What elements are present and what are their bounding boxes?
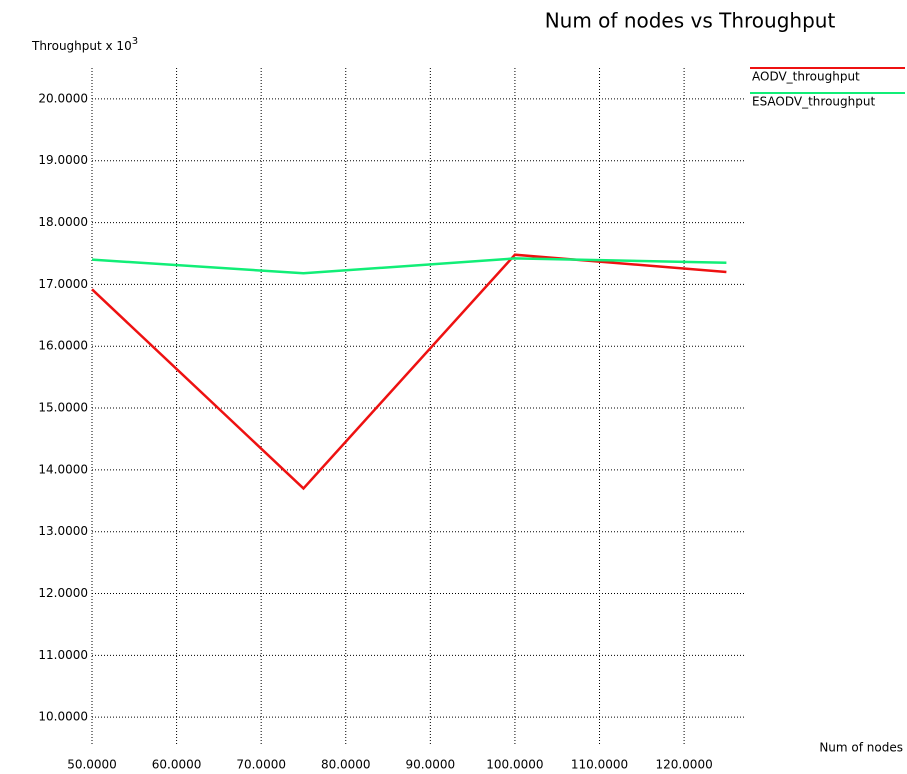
y-tick-label: 16.0000	[38, 339, 88, 353]
y-label-exponent: 3	[132, 36, 138, 47]
x-tick-label: 120.0000	[655, 758, 712, 772]
x-tick-label: 110.0000	[571, 758, 628, 772]
y-label-text: Throughput x 10	[31, 39, 132, 53]
x-tick-label: 90.0000	[406, 758, 456, 772]
y-tick-label: 18.0000	[38, 215, 88, 229]
y-tick-label: 12.0000	[38, 586, 88, 600]
y-tick-label: 20.0000	[38, 91, 88, 105]
y-tick-label: 10.0000	[38, 710, 88, 724]
y-tick-label: 14.0000	[38, 462, 88, 476]
chart-title: Num of nodes vs Throughput	[545, 9, 836, 33]
x-tick-label: 50.0000	[67, 758, 117, 772]
y-tick-label: 17.0000	[38, 277, 88, 291]
y-tick-label: 11.0000	[38, 648, 88, 662]
legend-label: ESAODV_throughput	[752, 95, 875, 109]
y-axis-label: Throughput x 103	[31, 36, 138, 53]
y-tick-label: 15.0000	[38, 401, 88, 415]
x-tick-label: 80.0000	[321, 758, 371, 772]
x-tick-label: 100.0000	[486, 758, 543, 772]
series-line	[91, 253, 727, 491]
y-tick-label: 19.0000	[38, 153, 88, 167]
y-tick-label: 13.0000	[38, 524, 88, 538]
x-tick-label: 60.0000	[152, 758, 202, 772]
legend-label: AODV_throughput	[752, 70, 860, 84]
x-axis-label: Num of nodes	[819, 741, 903, 755]
x-tick-label: 70.0000	[236, 758, 286, 772]
series-line	[91, 257, 727, 275]
